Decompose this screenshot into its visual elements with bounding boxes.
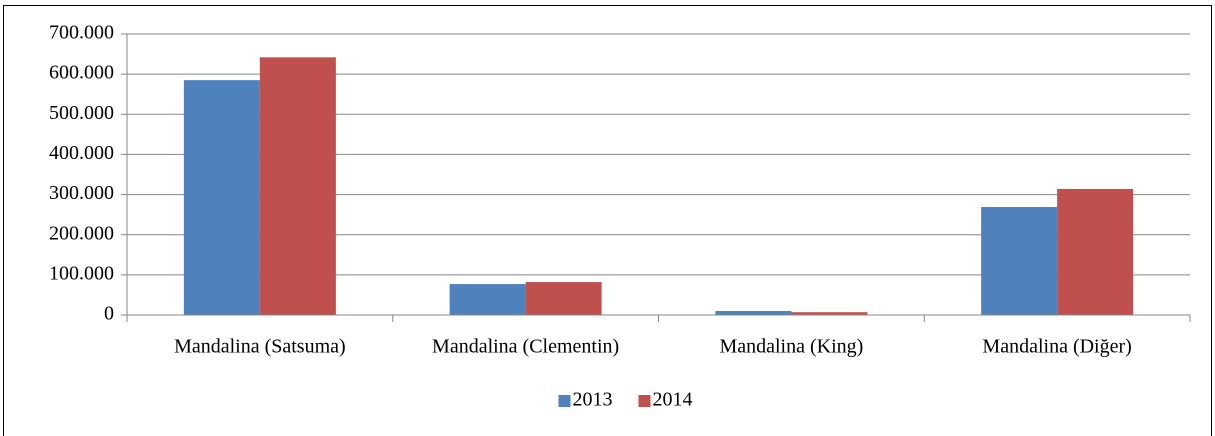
bar [791, 312, 868, 315]
bar [525, 282, 602, 315]
legend-label: 2013 [573, 389, 613, 411]
y-tick-label: 200.000 [49, 222, 114, 244]
bar [449, 284, 526, 315]
legend-swatch [558, 395, 571, 407]
y-tick-label: 100.000 [49, 262, 114, 284]
y-tick-label: 300.000 [49, 182, 114, 204]
y-tick-label: 500.000 [49, 102, 114, 124]
bar [183, 80, 260, 316]
bar [715, 310, 792, 315]
y-tick-label: 0 [104, 303, 114, 325]
x-tick-label: Mandalina (Clementin) [432, 336, 619, 358]
x-tick-label: Mandalina (Satsuma) [174, 336, 346, 358]
y-tick-label: 600.000 [49, 62, 114, 84]
legend-swatch [638, 395, 651, 407]
bar [981, 207, 1058, 315]
legend-label: 2014 [653, 389, 693, 411]
chart-frame [3, 5, 1212, 436]
bar [1057, 188, 1134, 315]
bar [259, 57, 336, 315]
y-tick-label: 700.000 [49, 22, 114, 44]
x-tick-label: Mandalina (King) [719, 336, 863, 358]
y-tick-label: 400.000 [49, 142, 114, 164]
x-tick-label: Mandalina (Diğer) [982, 336, 1131, 358]
